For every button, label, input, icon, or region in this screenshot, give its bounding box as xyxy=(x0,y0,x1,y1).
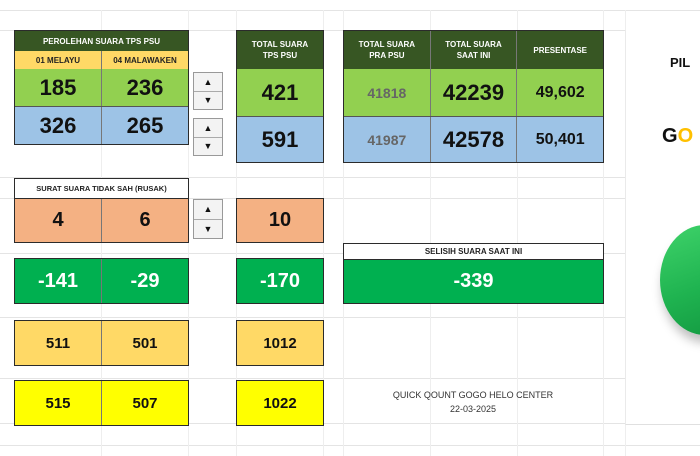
presentase-row1: 49,602 xyxy=(517,69,604,116)
spinner-down-button[interactable]: ▼ xyxy=(194,136,222,155)
footer-date: 22-03-2025 xyxy=(449,404,497,414)
rusak-melayu[interactable]: 4 xyxy=(15,199,102,242)
gogo-logo: GO xyxy=(662,125,693,148)
vote-cell-malawaken-row1[interactable]: 236 xyxy=(102,69,188,106)
header-saat-ini-line2: SAAT INI xyxy=(456,51,491,60)
spinner-row1[interactable]: ▲ ▼ xyxy=(193,72,223,110)
arrow-up-icon: ▲ xyxy=(203,204,213,215)
yellow-total: 1022 xyxy=(236,380,324,426)
summary-table: TOTAL SUARA PRA PSU TOTAL SUARA SAAT INI… xyxy=(343,30,604,163)
green-button-icon[interactable] xyxy=(660,225,700,335)
gold-total: 1012 xyxy=(236,320,324,366)
spinner-up-button[interactable]: ▲ xyxy=(194,73,222,91)
column-header-04-malawaken: 04 MALAWAKEN xyxy=(102,51,188,69)
vote-cell-melayu-row2[interactable]: 326 xyxy=(15,107,102,144)
header-presentase: PRESENTASE xyxy=(517,31,604,69)
spinner-up-button[interactable]: ▲ xyxy=(194,119,222,137)
yellow-row: 515 507 xyxy=(14,380,189,426)
vote-cell-malawaken-row2[interactable]: 265 xyxy=(102,107,188,144)
tps-psu-table: PEROLEHAN SUARA TPS PSU 01 MELAYU 04 MAL… xyxy=(14,30,189,145)
spinner-rusak[interactable]: ▲ ▼ xyxy=(193,199,223,239)
header-pra-psu-line1: TOTAL SUARA xyxy=(358,40,416,49)
header-pra-psu-line2: PRA PSU xyxy=(369,51,405,60)
header-total-pra-psu: TOTAL SUARA PRA PSU xyxy=(344,31,431,69)
arrow-up-icon: ▲ xyxy=(203,76,213,87)
footer-title: QUICK QOUNT GOGO HELO CENTER xyxy=(392,390,554,400)
rusak-row: 4 6 xyxy=(14,198,189,243)
rusak-malawaken[interactable]: 6 xyxy=(102,199,188,242)
side-panel: PIL GO xyxy=(625,30,700,425)
arrow-up-icon: ▲ xyxy=(203,122,213,133)
gold-malawaken: 501 xyxy=(102,321,188,365)
gold-melayu: 511 xyxy=(15,321,102,365)
presentase-row2: 50,401 xyxy=(517,117,604,162)
header-total-saat-ini: TOTAL SUARA SAAT INI xyxy=(430,31,518,69)
logo-letter-o: O xyxy=(677,125,694,147)
pra-psu-row2: 41987 xyxy=(344,117,431,162)
total-tps-row2: 591 xyxy=(237,116,323,162)
selisih-melayu: -141 xyxy=(15,259,102,303)
spinner-row2[interactable]: ▲ ▼ xyxy=(193,118,223,156)
total-tps-header: TOTAL SUARA TPS PSU xyxy=(237,31,323,69)
yellow-melayu: 515 xyxy=(15,381,102,425)
side-panel-title: PIL xyxy=(670,55,691,70)
tps-psu-title: PEROLEHAN SUARA TPS PSU xyxy=(15,31,188,51)
vote-cell-melayu-row1[interactable]: 185 xyxy=(15,69,102,106)
saat-ini-row2: 42578 xyxy=(430,117,518,162)
total-tps-title-line1: TOTAL SUARA xyxy=(251,40,309,49)
total-tps-table: TOTAL SUARA TPS PSU 421 591 xyxy=(236,30,324,163)
column-header-01-melayu: 01 MELAYU xyxy=(15,51,102,69)
header-saat-ini-line1: TOTAL SUARA xyxy=(445,40,502,49)
selisih-row: -141 -29 xyxy=(14,258,189,304)
logo-letter-g: G xyxy=(662,125,678,147)
arrow-down-icon: ▼ xyxy=(203,95,213,106)
yellow-malawaken: 507 xyxy=(102,381,188,425)
footer: QUICK QOUNT GOGO HELO CENTER 22-03-2025 xyxy=(343,388,603,416)
arrow-down-icon: ▼ xyxy=(203,223,213,234)
rusak-title: SURAT SUARA TIDAK SAH (RUSAK) xyxy=(14,178,189,198)
spinner-down-button[interactable]: ▼ xyxy=(194,90,222,109)
selisih-value: -339 xyxy=(343,259,604,304)
selisih-malawaken: -29 xyxy=(102,259,188,303)
spinner-down-button[interactable]: ▼ xyxy=(194,218,222,238)
spinner-up-button[interactable]: ▲ xyxy=(194,200,222,219)
total-tps-title-line2: TPS PSU xyxy=(262,51,298,60)
total-tps-row1: 421 xyxy=(237,69,323,116)
saat-ini-row1: 42239 xyxy=(430,69,518,116)
rusak-total: 10 xyxy=(236,198,324,243)
selisih-title: SELISIH SUARA SAAT INI xyxy=(343,243,604,259)
selisih-total: -170 xyxy=(236,258,324,304)
pra-psu-row1: 41818 xyxy=(344,69,431,116)
arrow-down-icon: ▼ xyxy=(203,141,213,152)
gold-row: 511 501 xyxy=(14,320,189,366)
